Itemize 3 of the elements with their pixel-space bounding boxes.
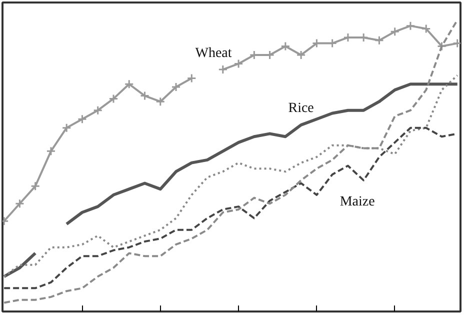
series-label: Maize	[340, 194, 375, 210]
series-label: Rice	[288, 101, 314, 116]
series-label: Wheat	[195, 46, 232, 61]
